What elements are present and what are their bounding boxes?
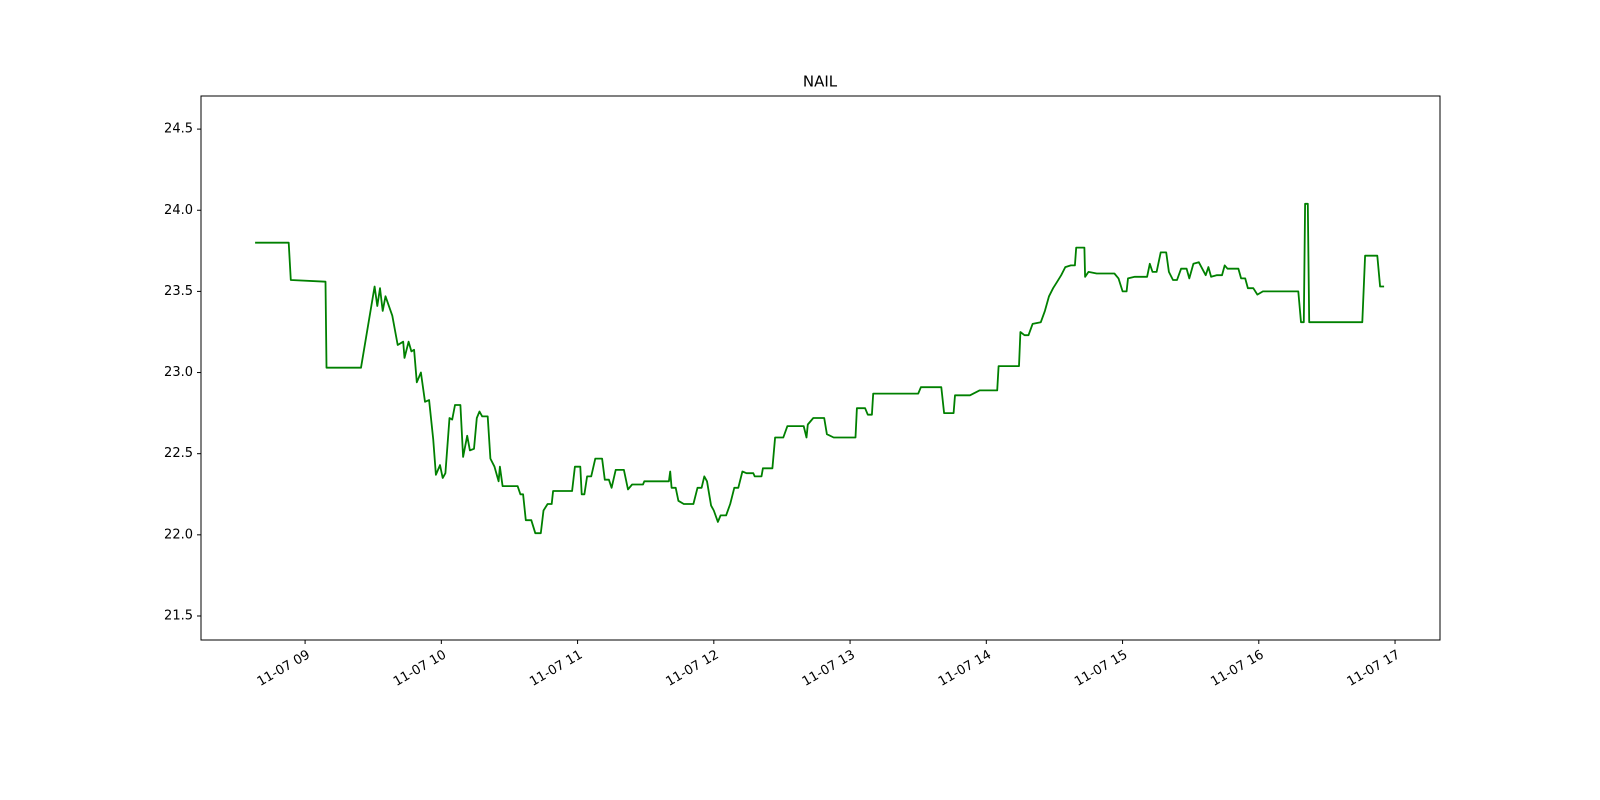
- y-tick-label: 24.5: [164, 122, 193, 137]
- line-series: [255, 202, 1385, 535]
- y-tick-label: 22.0: [164, 527, 193, 542]
- x-tick-label: 11-07 15: [1072, 648, 1130, 690]
- x-tick-label: 11-07 17: [1345, 648, 1403, 690]
- x-tick-label: 11-07 09: [255, 648, 313, 690]
- y-tick-label: 24.0: [164, 203, 193, 218]
- y-tick-label: 21.5: [164, 608, 193, 623]
- x-tick-label: 11-07 11: [527, 648, 585, 690]
- x-tick-label: 11-07 12: [663, 648, 721, 690]
- x-tick-label: 11-07 16: [1208, 648, 1266, 690]
- x-tick-label: 11-07 14: [936, 648, 994, 690]
- chart-title: NAIL: [803, 73, 838, 91]
- x-tick-label: 11-07 10: [391, 648, 449, 690]
- y-tick-label: 23.0: [164, 365, 193, 380]
- y-tick-label: 22.5: [164, 446, 193, 461]
- x-tick-label: 11-07 13: [800, 648, 858, 690]
- plot-frame: [200, 95, 1441, 641]
- y-tick-label: 23.5: [164, 284, 193, 299]
